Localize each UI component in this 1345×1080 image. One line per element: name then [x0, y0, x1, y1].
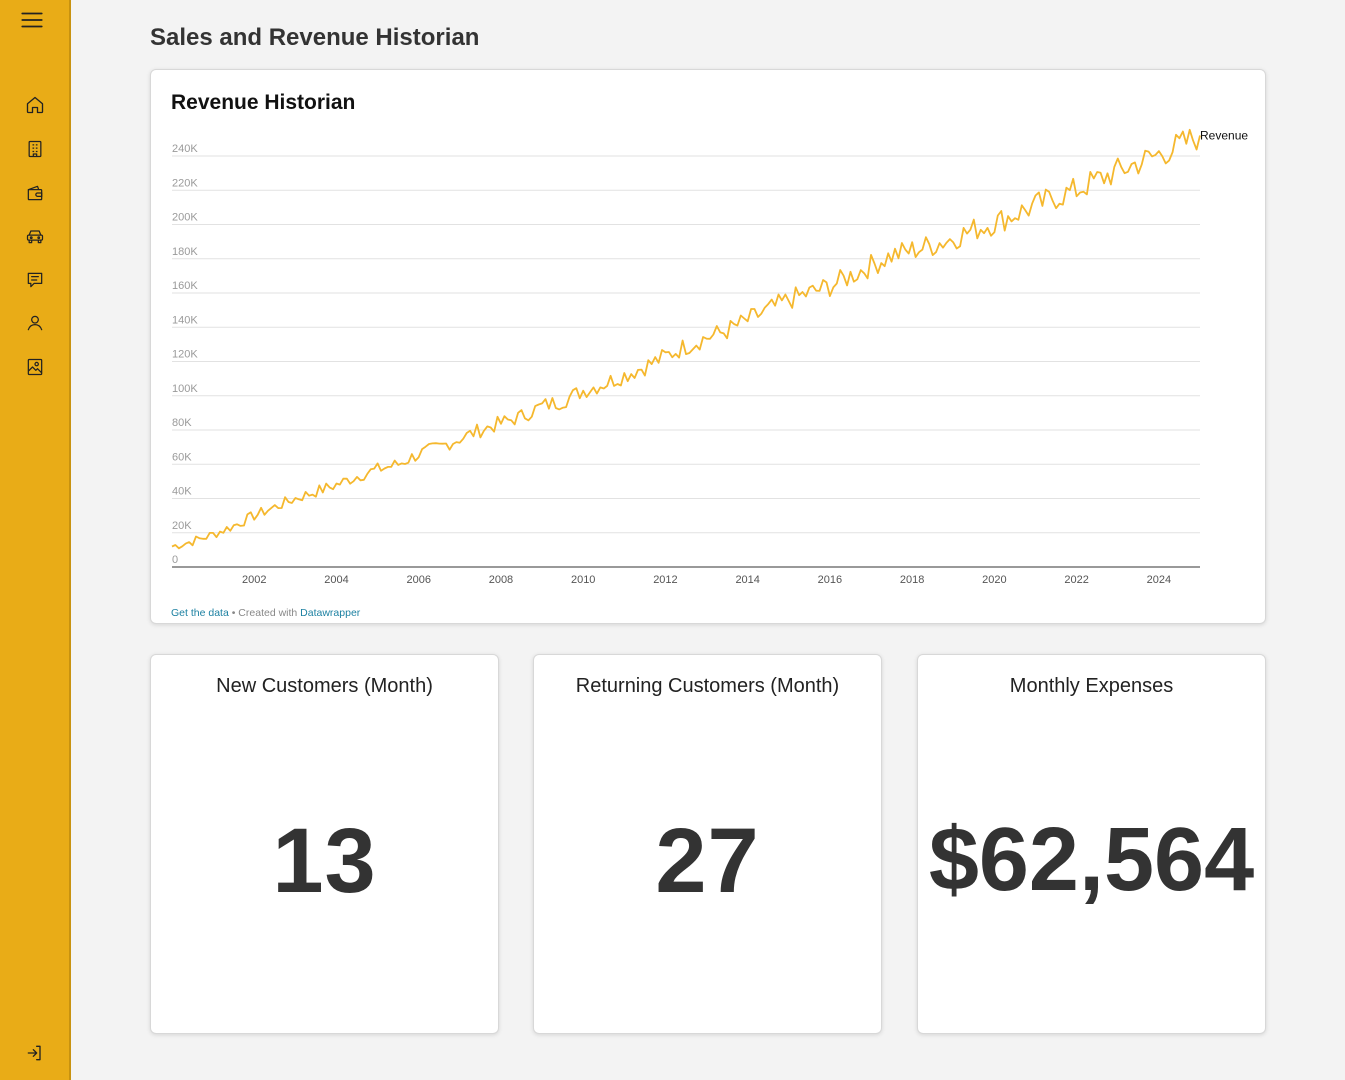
y-tick-label: 100K: [172, 383, 198, 395]
y-tick-label: 220K: [172, 177, 198, 189]
y-tick-label: 20K: [172, 520, 192, 532]
x-tick-label: 2022: [1064, 574, 1088, 586]
x-tick-label: 2016: [818, 574, 842, 586]
sidebar-item-images[interactable]: [0, 354, 69, 384]
revenue-chart-card: Revenue Historian 0 20K 40K 60K 80K 100K 120K 1…: [150, 69, 1266, 624]
sidebar-item-wallet[interactable]: [0, 180, 69, 210]
kpi-value: 27: [655, 810, 760, 912]
y-tick-label: 200K: [172, 212, 198, 224]
x-tick-label: 2014: [735, 574, 759, 586]
kpi-label: Returning Customers (Month): [575, 675, 840, 697]
sidebar: [0, 0, 71, 1080]
x-tick-label: 2004: [324, 574, 348, 586]
y-tick-label: 120K: [172, 349, 198, 361]
x-tick-label: 2024: [1147, 574, 1171, 586]
x-tick-label: 2012: [653, 574, 677, 586]
sidebar-item-messages[interactable]: [0, 267, 69, 297]
y-tick-label: 80K: [172, 417, 192, 429]
datawrapper-link[interactable]: Datawrapper: [300, 607, 361, 619]
revenue-line-chart: 0 20K 40K 60K 80K 100K 120K 140K 160K 180K 200K 220…: [171, 128, 1248, 586]
footer-separator: • Created with: [228, 607, 301, 619]
car-icon: [25, 226, 45, 251]
kpi-label: New Customers (Month): [216, 675, 433, 697]
chart-footer: Get the data • Created with Datawrapper: [171, 607, 360, 619]
get-data-link[interactable]: Get the data: [171, 607, 229, 619]
wallet-icon: [25, 183, 45, 208]
sidebar-item-buildings[interactable]: [0, 136, 69, 166]
kpi-card-new-customers: New Customers (Month) 13: [150, 654, 499, 1034]
y-tick-label: 180K: [172, 246, 198, 258]
x-tick-label: 2018: [900, 574, 924, 586]
y-tick-label: 60K: [172, 451, 192, 463]
menu-toggle-button[interactable]: [0, 7, 66, 37]
kpi-value: $62,564: [928, 810, 1255, 910]
x-tick-label: 2006: [406, 574, 430, 586]
logout-button[interactable]: [0, 1040, 69, 1070]
hamburger-icon: [19, 7, 45, 38]
y-tick-label: 160K: [172, 280, 198, 292]
y-tick-label: 0: [172, 554, 178, 566]
chart-title: Revenue Historian: [171, 91, 356, 114]
image-icon: [25, 357, 45, 382]
kpi-card-monthly-expenses: Monthly Expenses $62,564: [917, 654, 1266, 1034]
x-tick-label: 2008: [489, 574, 513, 586]
x-tick-label: 2020: [982, 574, 1006, 586]
sidebar-item-home[interactable]: [0, 92, 69, 122]
kpi-card-returning-customers: Returning Customers (Month) 27: [533, 654, 882, 1034]
home-icon: [25, 95, 45, 120]
x-tick-label: 2002: [242, 574, 266, 586]
logout-icon: [25, 1043, 45, 1068]
y-tick-label: 140K: [172, 314, 198, 326]
building-icon: [25, 139, 45, 164]
revenue-series-line: [171, 128, 1201, 550]
sidebar-item-vehicles[interactable]: [0, 223, 69, 253]
user-icon: [25, 313, 45, 338]
page-title: Sales and Revenue Historian: [150, 24, 480, 51]
series-label-revenue: Revenue: [1200, 128, 1248, 142]
y-tick-label: 240K: [172, 143, 198, 155]
y-tick-label: 40K: [172, 486, 192, 498]
kpi-label: Monthly Expenses: [1009, 675, 1174, 697]
kpi-value: 13: [272, 810, 377, 912]
x-tick-label: 2010: [571, 574, 595, 586]
sidebar-item-account[interactable]: [0, 310, 69, 340]
message-icon: [25, 270, 45, 295]
